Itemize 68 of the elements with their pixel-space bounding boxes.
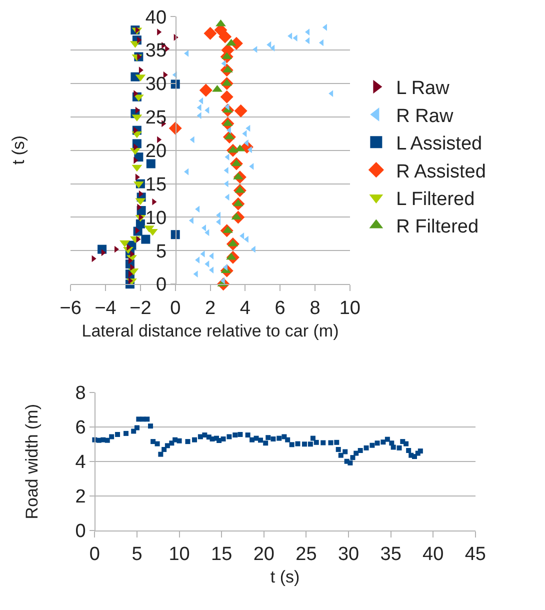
y-axis-title: Road width (m) bbox=[22, 404, 42, 520]
point bbox=[204, 260, 210, 268]
y-tick-label: 0 bbox=[156, 274, 167, 296]
x-tick-label: 35 bbox=[380, 544, 402, 566]
point bbox=[134, 90, 138, 97]
x-tick-label: 15 bbox=[211, 544, 232, 566]
x-tick-label: 10 bbox=[339, 298, 360, 319]
point bbox=[136, 219, 145, 228]
y-tick-label: 8 bbox=[75, 383, 86, 404]
y-tick-label: 25 bbox=[145, 108, 167, 129]
point bbox=[328, 90, 334, 97]
point bbox=[226, 38, 236, 46]
legend-label: L Filtered bbox=[396, 188, 475, 210]
point bbox=[305, 28, 310, 36]
point bbox=[220, 90, 234, 104]
x-tick-label: 2 bbox=[204, 298, 216, 319]
point bbox=[226, 252, 236, 260]
y-tick-label: 6 bbox=[75, 418, 86, 439]
point bbox=[209, 266, 214, 274]
y-tick-label: 35 bbox=[145, 40, 167, 62]
point bbox=[193, 270, 198, 278]
point bbox=[134, 144, 138, 150]
x-tick-label: 4 bbox=[240, 298, 251, 319]
x-tick-label: 6 bbox=[274, 298, 286, 319]
x-tick-label: 10 bbox=[168, 544, 190, 566]
y-tick-label: 10 bbox=[145, 208, 167, 229]
legend-label: R Assisted bbox=[396, 161, 486, 182]
point bbox=[130, 250, 135, 258]
y-tick-label: 5 bbox=[156, 241, 167, 262]
point bbox=[135, 26, 140, 34]
legend-label: R Raw bbox=[396, 106, 454, 127]
x-tick-label: −4 bbox=[94, 298, 117, 319]
y-tick-label: 40 bbox=[145, 7, 167, 28]
point bbox=[209, 252, 214, 260]
point bbox=[199, 84, 212, 97]
x-tick-label: 0 bbox=[170, 298, 181, 319]
legend-label: R Filtered bbox=[396, 216, 479, 238]
y-tick-label: 2 bbox=[75, 486, 86, 508]
x-tick-label: 25 bbox=[296, 544, 317, 566]
y-tick-label: 30 bbox=[145, 74, 167, 96]
y-axis-title: t (s) bbox=[8, 135, 28, 165]
y-tick-label: 4 bbox=[75, 452, 86, 473]
x-axis-title: Lateral distance relative to car (m) bbox=[82, 321, 339, 340]
legend-label: L Raw bbox=[396, 78, 450, 100]
point bbox=[120, 240, 130, 248]
x-tick-label: 40 bbox=[422, 544, 444, 566]
point bbox=[146, 159, 156, 168]
point bbox=[200, 250, 205, 258]
y-tick-label: 20 bbox=[145, 141, 167, 162]
point bbox=[244, 140, 248, 146]
x-tick-label: 8 bbox=[310, 298, 320, 319]
x-tick-label: 5 bbox=[132, 544, 142, 566]
legend-label: L Assisted bbox=[396, 134, 482, 155]
y-tick-label: 15 bbox=[145, 174, 167, 196]
point bbox=[128, 270, 133, 278]
x-tick-label: −6 bbox=[60, 298, 82, 319]
x-tick-label: 20 bbox=[253, 544, 274, 566]
point bbox=[157, 28, 162, 36]
point bbox=[195, 256, 200, 264]
point bbox=[141, 234, 150, 244]
y-tick-label: 0 bbox=[75, 520, 86, 542]
x-tick-label: 30 bbox=[338, 544, 360, 566]
x-axis-title: t (s) bbox=[270, 567, 300, 586]
point bbox=[204, 26, 217, 40]
point bbox=[234, 104, 248, 118]
x-tick-label: 45 bbox=[464, 544, 486, 566]
x-tick-label: −2 bbox=[130, 298, 152, 319]
x-tick-label: 0 bbox=[89, 544, 100, 566]
